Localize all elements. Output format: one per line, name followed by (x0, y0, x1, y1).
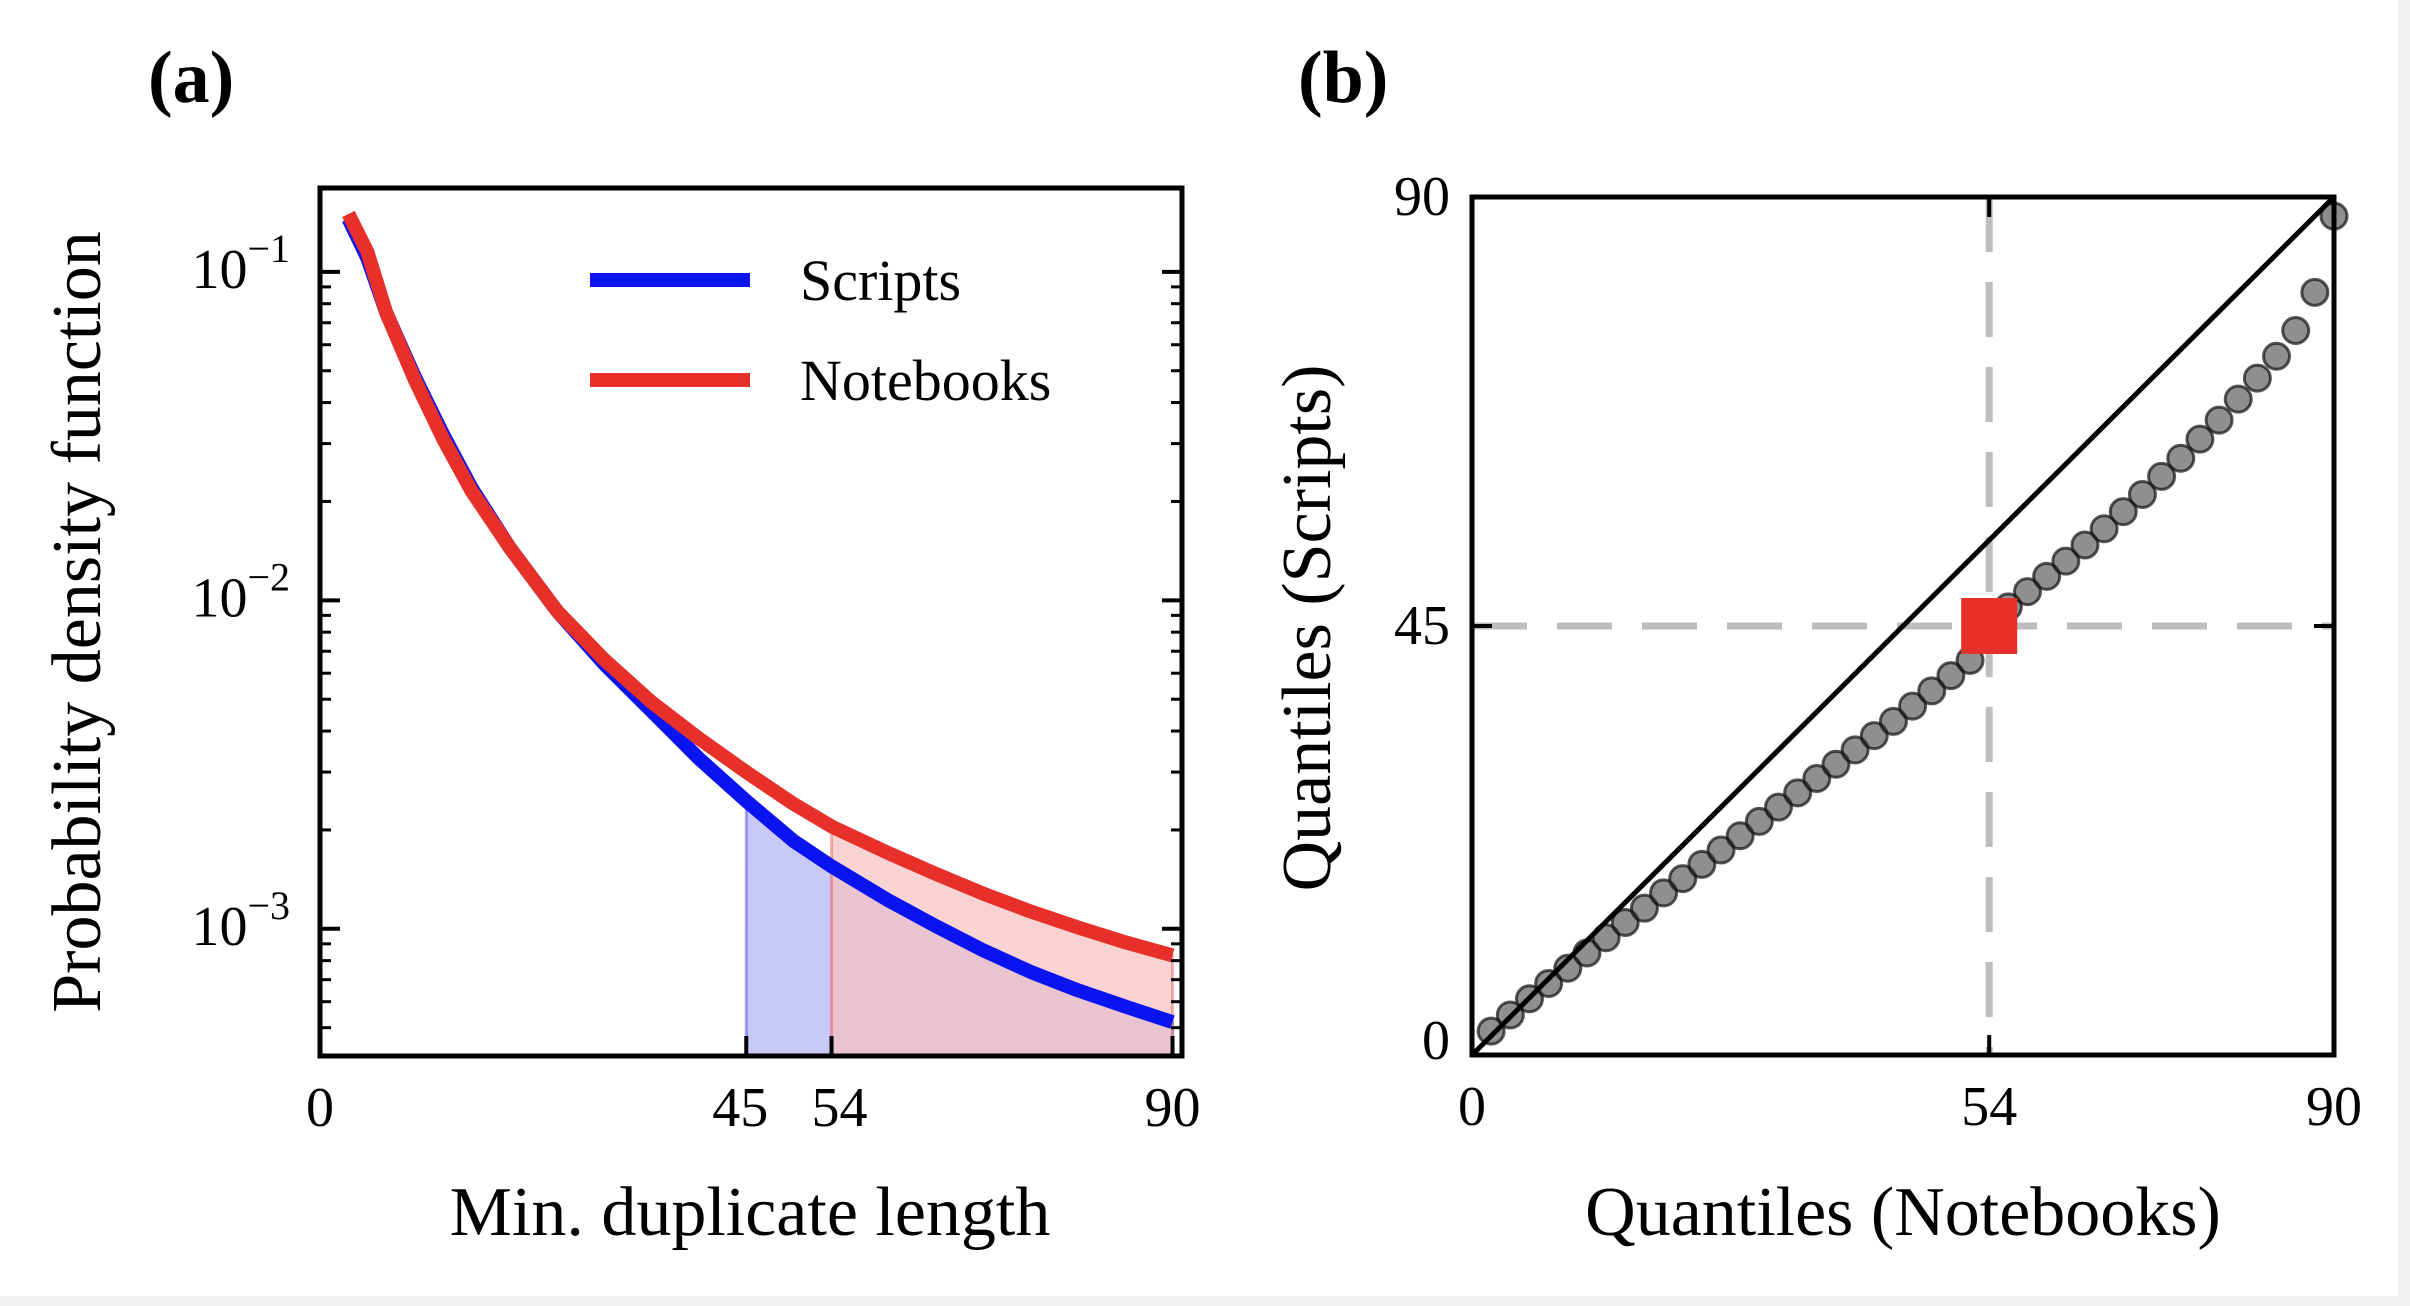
scatter-point (2108, 497, 2138, 527)
x-tick-label: 0 (306, 1077, 334, 1139)
x-tick-label: 54 (1961, 1076, 2017, 1138)
scatter-point (2242, 363, 2272, 393)
scatter-point (1476, 1016, 1506, 1046)
panel-a-x-axis-title: Min. duplicate length (450, 1174, 1051, 1251)
panel-a-legend: Scripts Notebooks (590, 248, 1051, 413)
scatter-point (1898, 691, 1928, 721)
scatter-point (1744, 806, 1774, 836)
highlight-marker (1961, 598, 2018, 654)
scatter-point (2300, 277, 2330, 307)
scatter-point (1649, 878, 1679, 908)
legend-scripts-label: Scripts (800, 248, 961, 313)
scatter-point (1706, 835, 1736, 865)
scatter-point (1668, 864, 1698, 894)
panel-a-frame (317, 185, 1185, 1059)
scatter-point (1821, 749, 1851, 779)
scatter-point (1783, 778, 1813, 808)
identity-line (1470, 195, 2336, 1057)
scatter-point (1725, 821, 1755, 851)
panel-a-label: (a) (148, 37, 234, 119)
scatter-point (1917, 676, 1947, 706)
panel-b-scatter-points (1476, 201, 2349, 1046)
panel-b: (b) 0 54 90 0 45 90 Quantiles (Notebooks) Qua… (1269, 37, 2362, 1251)
x-tick-label: 45 (712, 1077, 768, 1139)
scatter-point (2166, 443, 2196, 473)
scatter-point (1687, 849, 1717, 879)
panel-b-label: (b) (1298, 37, 1388, 119)
panel-b-x-axis-title: Quantiles (Notebooks) (1585, 1174, 2221, 1251)
scatter-point (2013, 577, 2043, 607)
scatter-point (1763, 792, 1793, 822)
scatter-point (2070, 530, 2100, 560)
panel-a-ticks: 0 45 54 90 10−3 10−2 10−1 (191, 226, 1200, 1139)
scatter-point (1936, 661, 1966, 691)
panel-b-y-axis-title: Quantiles (Scripts) (1269, 365, 1346, 892)
x-tick-label: 90 (2306, 1076, 2362, 1138)
scatter-point (2147, 461, 2177, 491)
panel-a: (a) 0 45 54 90 10−3 10−2 10−1 Scripts Notebook… (39, 37, 1201, 1251)
scatter-point (2262, 341, 2292, 371)
panel-a-series-lines (342, 210, 1175, 1029)
scatter-point (2089, 514, 2119, 544)
scatter-point (2127, 479, 2157, 509)
scatter-point (2281, 315, 2311, 345)
y-tick-label: 0 (1422, 1010, 1450, 1072)
scatter-point (1878, 706, 1908, 736)
scatter-point (1859, 721, 1889, 751)
y-tick-label: 10−3 (191, 883, 290, 958)
scatter-point (2223, 384, 2253, 414)
panel-b-highlight (1961, 598, 2018, 654)
y-tick-label: 10−1 (191, 226, 290, 301)
series-line-notebooks (342, 210, 1175, 963)
scatter-point (1534, 969, 1564, 998)
y-tick-label: 45 (1394, 595, 1450, 657)
scatter-point (1610, 907, 1640, 937)
scatter-point (2032, 561, 2062, 591)
scatter-point (2185, 424, 2215, 454)
y-tick-label: 10−2 (191, 554, 290, 629)
scatter-point (1553, 953, 1583, 983)
scatter-point (2051, 546, 2081, 576)
y-tick-label: 90 (1394, 166, 1450, 228)
scatter-point (1840, 735, 1870, 765)
x-tick-label: 90 (1145, 1077, 1201, 1139)
legend-notebooks-label: Notebooks (800, 348, 1051, 413)
scatter-point (1629, 893, 1659, 923)
panel-a-y-axis-title: Probability density function (39, 231, 116, 1013)
panel-b-ticks: 0 54 90 0 45 90 (1394, 166, 2362, 1138)
x-tick-label: 0 (1458, 1076, 1486, 1138)
scatter-point (2204, 405, 2234, 435)
scatter-point (1802, 764, 1832, 794)
x-tick-label: 54 (812, 1077, 868, 1139)
panel-b-reference-line (1470, 195, 2336, 1057)
